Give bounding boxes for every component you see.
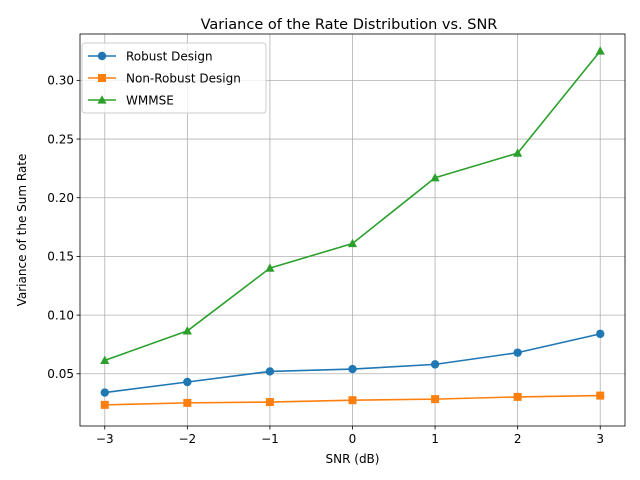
legend-item: Non-Robust Design <box>88 71 241 85</box>
data-point <box>100 400 109 409</box>
data-point <box>183 398 192 407</box>
data-point <box>513 148 523 157</box>
data-point <box>347 238 358 248</box>
x-tick-label: 0 <box>349 432 357 446</box>
data-point <box>430 360 440 369</box>
legend-label: Robust Design <box>126 49 213 63</box>
y-tick-label: 0.05 <box>47 367 74 381</box>
series-1 <box>100 391 605 409</box>
y-tick-label: 0.10 <box>47 308 74 322</box>
series-layer <box>100 46 605 409</box>
data-point <box>513 348 522 357</box>
data-point <box>430 172 440 182</box>
y-tick-label: 0.15 <box>47 250 74 264</box>
x-tick-label: 2 <box>514 432 522 446</box>
legend: Robust Design Non-Robust Design WMMSE <box>81 42 267 114</box>
x-tick-label: 1 <box>431 432 439 446</box>
y-axis: 0.05 0.10 0.15 0.20 0.25 0.30 <box>47 74 80 381</box>
legend-item: Robust Design <box>88 49 213 63</box>
x-tick-label: −2 <box>178 432 196 446</box>
x-tick-label: −3 <box>96 432 114 446</box>
series-2 <box>100 46 605 364</box>
data-point <box>596 391 605 400</box>
legend-label: WMMSE <box>126 93 174 107</box>
x-tick-label: −1 <box>261 432 279 446</box>
data-point <box>595 46 605 55</box>
data-point <box>100 388 109 397</box>
data-point <box>265 263 275 272</box>
data-point <box>348 364 357 374</box>
x-tick-label: 3 <box>596 432 604 446</box>
x-axis-label: SNR (dB) <box>326 452 380 466</box>
data-point <box>265 367 275 376</box>
data-point <box>513 392 522 401</box>
legend-label: Non-Robust Design <box>126 71 241 85</box>
y-tick-label: 0.25 <box>47 132 74 146</box>
data-point <box>182 326 192 335</box>
legend-marker <box>97 95 107 104</box>
data-point <box>265 398 274 407</box>
legend-frame <box>81 42 267 114</box>
grid <box>80 34 625 426</box>
data-point <box>183 377 192 387</box>
chart-title: Variance of the Rate Distribution vs. SN… <box>201 17 498 33</box>
y-axis-label: Variance of the Sum Rate <box>15 154 29 307</box>
y-tick-label: 0.20 <box>47 191 74 205</box>
legend-item: WMMSE <box>88 93 174 107</box>
data-point <box>348 396 357 405</box>
data-point <box>100 355 110 364</box>
series-0 <box>100 329 605 397</box>
legend-marker <box>97 51 107 61</box>
data-point <box>431 395 440 404</box>
legend-marker <box>98 74 106 82</box>
x-axis: −3 −2 −1 0 1 2 3 <box>96 426 604 446</box>
y-tick-label: 0.30 <box>47 74 74 88</box>
data-point <box>596 329 605 339</box>
